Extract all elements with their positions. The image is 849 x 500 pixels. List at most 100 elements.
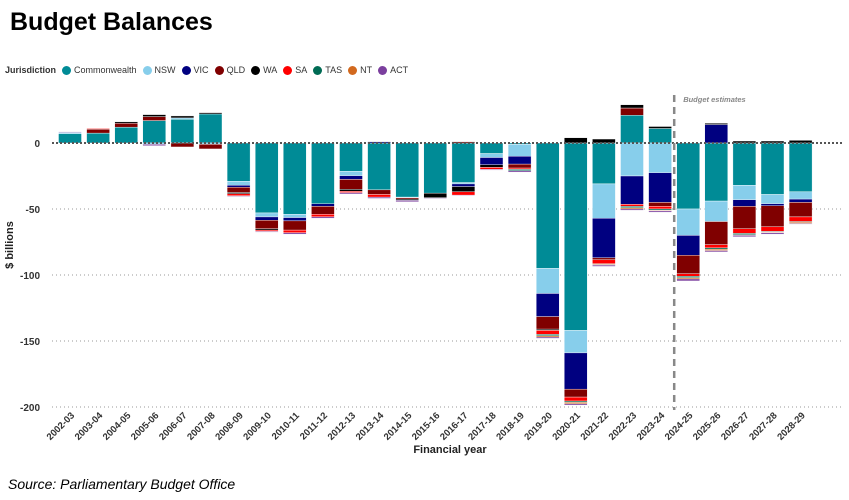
- bar-segment-act-2005-06: [142, 144, 167, 146]
- legend-item-nt[interactable]: NT: [348, 65, 372, 75]
- legend-item-commonwealth[interactable]: Commonwealth: [62, 65, 137, 75]
- bar-segment-sa-2027-28: [760, 226, 785, 232]
- legend-item-sa[interactable]: SA: [283, 65, 307, 75]
- x-tick-label: 2006-07: [157, 410, 189, 442]
- bar-segment-act-2009-10: [254, 231, 279, 233]
- bar-segment-commonwealth-2014-15: [395, 142, 419, 198]
- bar-segment-act-2014-15: [395, 200, 419, 202]
- bar-segment-commonwealth-2013-14: [367, 142, 391, 191]
- bar-segment-act-2016-17: [451, 194, 476, 196]
- bar-segment-sa-2003-04: [86, 128, 110, 130]
- x-tick-label: 2009-10: [241, 410, 273, 442]
- bar-segment-qld-2007-08: [198, 144, 223, 150]
- legend-label: VIC: [193, 65, 209, 75]
- bar-segment-act-2017-18: [479, 169, 504, 171]
- legend-label: WA: [263, 65, 278, 75]
- bar-segment-sa-2010-11: [283, 229, 307, 233]
- bar-segment-nsw-2012-13: [339, 171, 363, 176]
- bar-segment-vic-2016-17: [451, 183, 476, 187]
- legend-label: NT: [360, 65, 373, 75]
- bar-segment-qld-2025-26: [704, 221, 728, 245]
- x-tick-label: 2013-14: [354, 410, 387, 443]
- bar-segment-commonwealth-2003-04: [86, 132, 110, 144]
- bar-segment-commonwealth-2009-10: [254, 142, 279, 214]
- bar-segment-sa-2025-26: [704, 244, 728, 249]
- legend-item-act[interactable]: ACT: [378, 65, 408, 75]
- legend-marker: [251, 65, 261, 75]
- bar-segment-wa-2015-16: [423, 192, 447, 198]
- source-note: Source: Parliamentary Budget Office: [8, 476, 236, 492]
- bar-segment-act-2002-03: [58, 131, 82, 133]
- bar-segment-act-2011-12: [311, 216, 335, 219]
- bar-segment-commonwealth-2019-20: [536, 142, 560, 269]
- bar-segment-sa-2028-29: [788, 216, 813, 222]
- bar-segment-vic-2008-09: [226, 185, 251, 188]
- bar-segment-wa-2005-06: [142, 114, 167, 117]
- legend-label: ACT: [390, 65, 409, 75]
- bar-segment-vic-2024-25: [676, 235, 700, 256]
- legend-item-wa[interactable]: WA: [251, 65, 277, 75]
- bar-segment-commonwealth-2027-28: [760, 142, 785, 195]
- legend-label: TAS: [325, 65, 343, 75]
- y-axis-label: $ billions: [4, 221, 16, 269]
- bar-segment-vic-2023-24: [648, 172, 672, 203]
- bar-segment-qld-2019-20: [536, 316, 560, 330]
- bar-segment-commonwealth-2008-09: [226, 142, 251, 182]
- legend-marker: [62, 65, 72, 75]
- bar-segment-qld-2018-19: [507, 163, 532, 169]
- x-tick-label: 2005-06: [129, 410, 161, 442]
- legend-item-tas[interactable]: TAS: [313, 65, 342, 75]
- x-tick-label: 2012-13: [326, 410, 358, 442]
- bar-segment-act-2012-13: [339, 192, 363, 195]
- bar-segment-qld-2022-23: [620, 107, 644, 116]
- legend-item-nsw[interactable]: NSW: [142, 65, 176, 75]
- bar-segment-act-2024-25: [676, 278, 700, 282]
- bar-segment-wa-2004-05: [114, 121, 138, 124]
- bar-segment-vic-2028-29: [788, 198, 813, 203]
- budget-estimates-annotation: Budget estimates: [683, 95, 746, 104]
- legend-marker: [214, 65, 224, 75]
- x-tick-label: 2027-28: [747, 410, 779, 442]
- bar-segment-commonwealth-2015-16: [423, 142, 447, 194]
- bar-segment-nsw-2022-23: [620, 142, 644, 177]
- bar-segment-wa-2006-07: [170, 115, 195, 119]
- bar-segment-nsw-2008-09: [226, 181, 251, 186]
- legend-marker: [283, 65, 293, 75]
- bar-segment-qld-2012-13: [339, 179, 363, 190]
- bar-segment-vic-2019-20: [536, 293, 560, 317]
- bar-segment-vic-2011-12: [311, 203, 335, 207]
- bar-segment-act-2010-11: [283, 232, 307, 235]
- bar-segment-sa-2022-23: [620, 204, 644, 207]
- bar-segment-qld-2006-07: [170, 142, 195, 148]
- x-tick-label: 2028-29: [775, 410, 807, 442]
- legend-item-vic[interactable]: VIC: [181, 65, 209, 75]
- bar-segment-vic-2013-14: [367, 141, 391, 144]
- x-tick-label: 2008-09: [213, 410, 245, 442]
- x-tick-label: 2026-27: [719, 410, 751, 442]
- bar-segment-nsw-2010-11: [283, 214, 307, 218]
- bar-segment-vic-2025-26: [704, 124, 728, 144]
- bar-segment-vic-2021-22: [592, 218, 616, 259]
- bar-segment-qld-2016-17: [451, 141, 476, 144]
- x-tick-label: 2020-21: [550, 410, 583, 443]
- bar-segment-act-2023-24: [648, 210, 672, 213]
- x-tick-label: 2014-15: [382, 410, 415, 443]
- x-axis-label: Financial year: [413, 444, 487, 456]
- bar-segment-act-2019-20: [536, 336, 560, 339]
- x-tick-label: 2004-05: [101, 410, 134, 443]
- bar-segment-commonwealth-2022-23: [620, 115, 644, 144]
- x-tick-label: 2016-17: [438, 410, 470, 442]
- bar-segment-qld-2023-24: [648, 202, 672, 207]
- x-tick-label: 2018-19: [494, 410, 526, 442]
- bar-segment-sa-2026-27: [732, 228, 757, 234]
- x-tick-label: 2022-23: [607, 410, 639, 442]
- y-tick-label: -150: [20, 337, 40, 348]
- bar-segment-vic-2020-21: [564, 352, 588, 390]
- bar-segment-commonwealth-2028-29: [788, 142, 813, 193]
- bar-segment-nsw-2009-10: [254, 212, 279, 218]
- x-tick-label: 2023-24: [635, 410, 668, 443]
- bar-segment-nsw-2024-25: [676, 208, 700, 236]
- bar-segment-commonwealth-2026-27: [732, 142, 757, 186]
- legend-item-qld[interactable]: QLD: [214, 65, 245, 75]
